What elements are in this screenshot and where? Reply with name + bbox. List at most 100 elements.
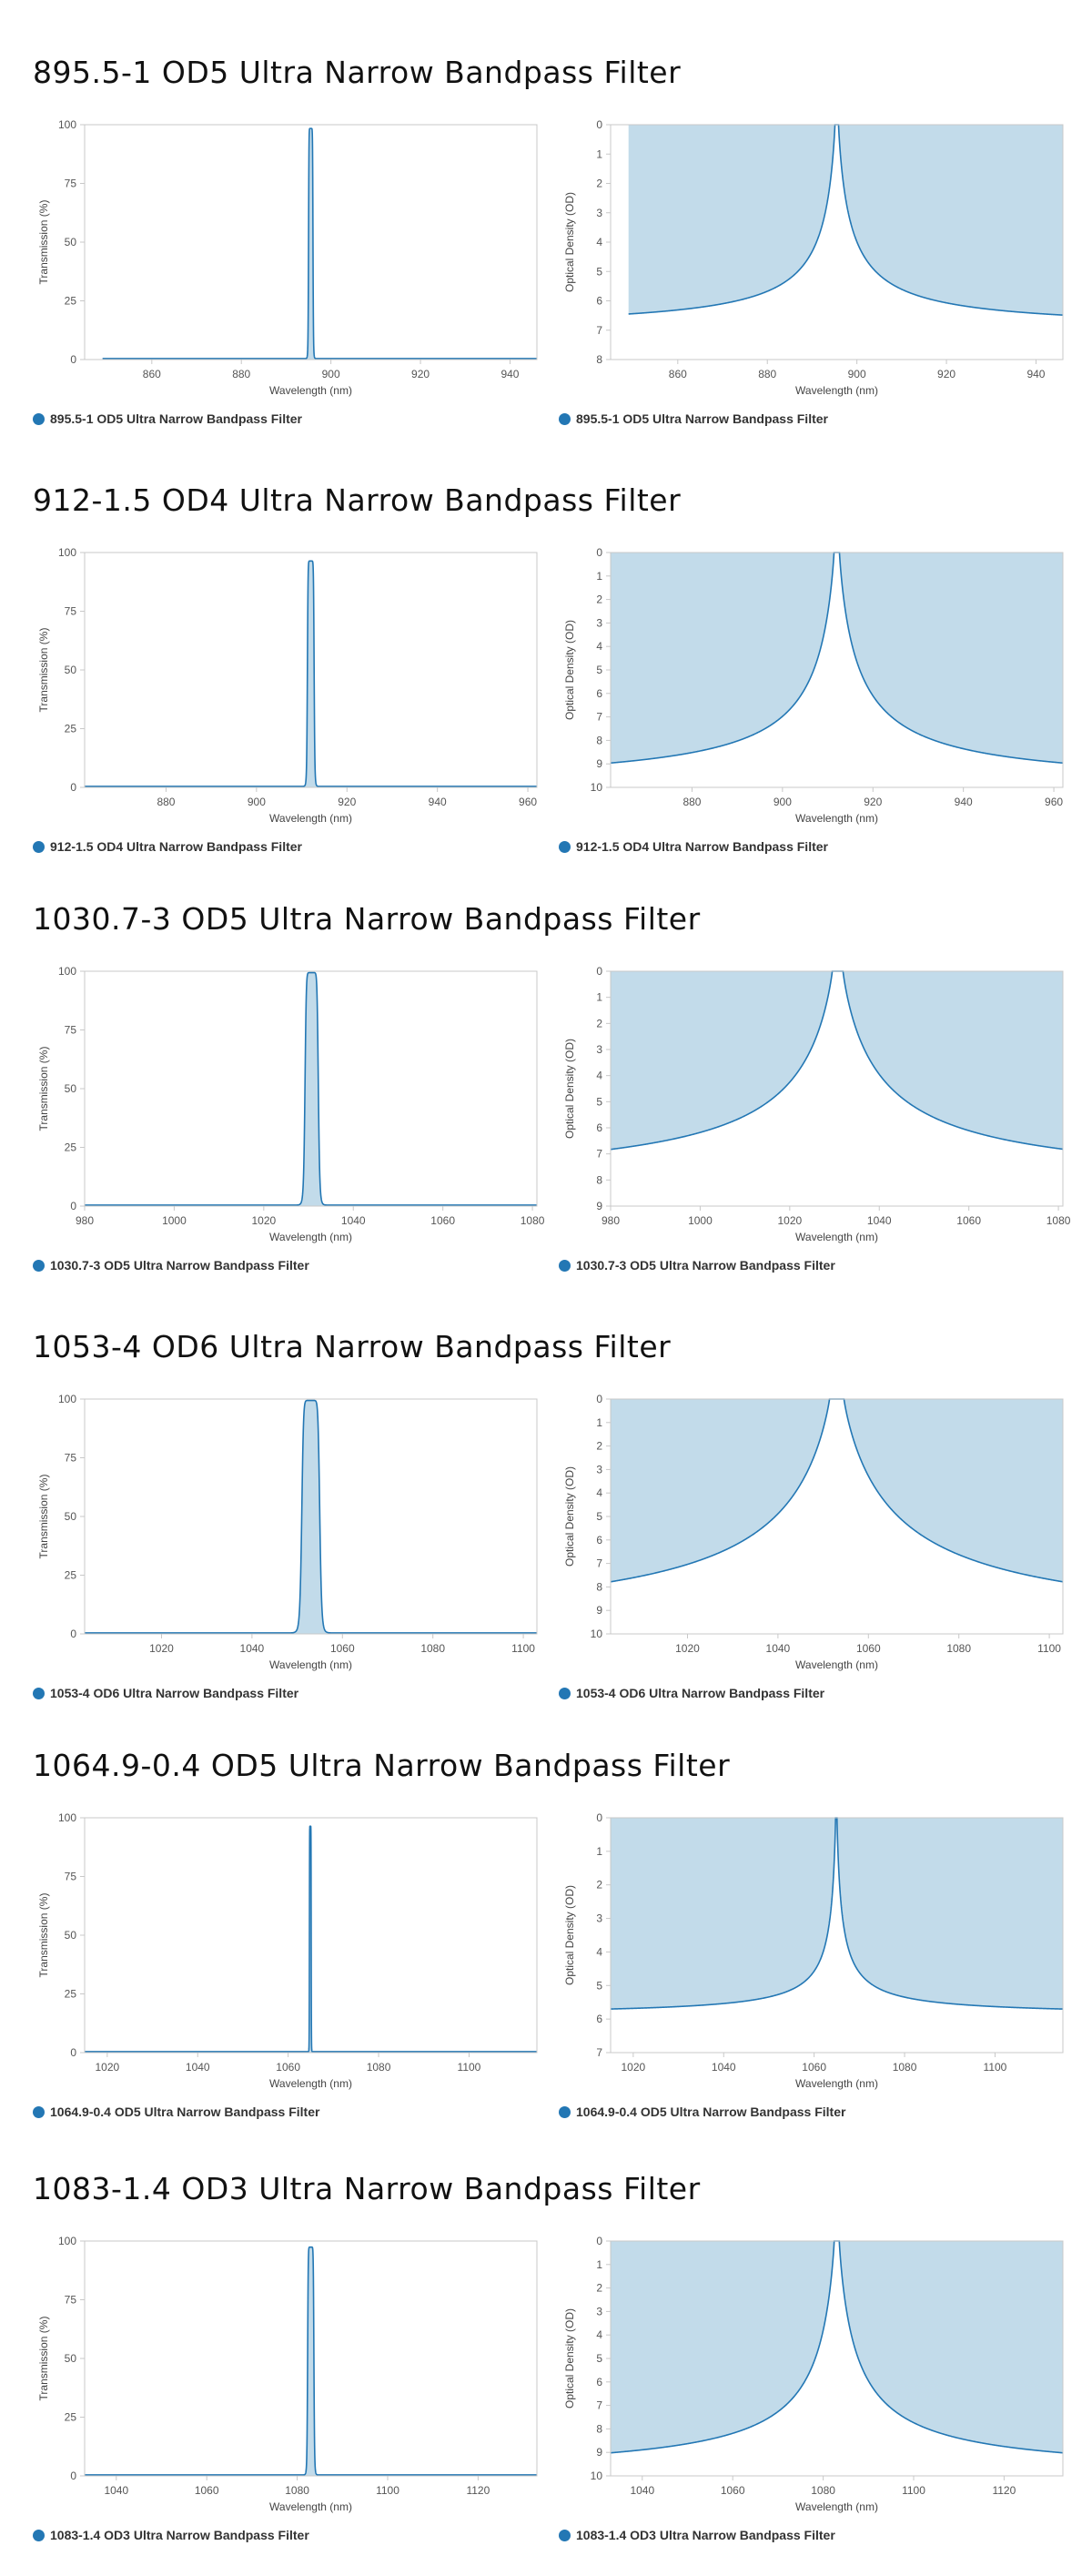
legend[interactable]: 912-1.5 OD4 Ultra Narrow Bandpass Filter bbox=[33, 837, 302, 856]
legend-label: 1083-1.4 OD3 Ultra Narrow Bandpass Filte… bbox=[50, 2528, 309, 2542]
y-tick-label: 3 bbox=[596, 616, 602, 629]
y-tick-label: 50 bbox=[65, 236, 77, 248]
x-tick-label: 980 bbox=[76, 1214, 94, 1227]
legend[interactable]: 1083-1.4 OD3 Ultra Narrow Bandpass Filte… bbox=[559, 2526, 835, 2544]
x-axis-label: Wavelength (nm) bbox=[269, 2077, 352, 2090]
legend[interactable]: 895.5-1 OD5 Ultra Narrow Bandpass Filter bbox=[33, 410, 302, 428]
y-axis-label: Transmission (%) bbox=[37, 2317, 50, 2401]
legend[interactable]: 1064.9-0.4 OD5 Ultra Narrow Bandpass Fil… bbox=[559, 2103, 845, 2121]
y-axis-label: Transmission (%) bbox=[37, 1893, 50, 1978]
x-tick-label: 1020 bbox=[621, 2061, 645, 2074]
y-tick-label: 50 bbox=[65, 1510, 77, 1523]
y-axis-label: Transmission (%) bbox=[37, 1047, 50, 1131]
y-tick-label: 8 bbox=[596, 1173, 602, 1186]
legend-dot-icon bbox=[559, 2529, 571, 2541]
legend-label: 1053-4 OD6 Ultra Narrow Bandpass Filter bbox=[50, 1686, 299, 1700]
legend[interactable]: 1083-1.4 OD3 Ultra Narrow Bandpass Filte… bbox=[33, 2526, 309, 2544]
x-tick-label: 1100 bbox=[458, 2061, 481, 2074]
x-tick-label: 1060 bbox=[430, 1214, 455, 1227]
x-tick-label: 1060 bbox=[721, 2484, 745, 2497]
x-axis-label: Wavelength (nm) bbox=[795, 1658, 878, 1671]
legend[interactable]: 1053-4 OD6 Ultra Narrow Bandpass Filter bbox=[559, 1684, 824, 1702]
y-tick-label: 5 bbox=[596, 1979, 602, 1992]
series-area bbox=[611, 2241, 1063, 2453]
legend-dot-icon bbox=[33, 1687, 45, 1699]
plot-frame bbox=[610, 970, 1064, 1207]
y-axis-label: Optical Density (OD) bbox=[563, 1885, 576, 1985]
series-area bbox=[85, 972, 537, 1206]
legend[interactable]: 912-1.5 OD4 Ultra Narrow Bandpass Filter bbox=[559, 837, 828, 856]
section-title: 895.5-1 OD5 Ultra Narrow Bandpass Filter bbox=[33, 55, 682, 90]
x-axis-label: Wavelength (nm) bbox=[269, 812, 352, 825]
section-title: 1083-1.4 OD3 Ultra Narrow Bandpass Filte… bbox=[33, 2171, 701, 2206]
x-tick-label: 1060 bbox=[856, 1642, 881, 1655]
y-tick-label: 6 bbox=[596, 295, 602, 308]
y-tick-label: 7 bbox=[596, 1148, 602, 1161]
transmission-chart: 1020 1040 1060 1080 1100 0 25 50 75 100 Wavelength… bbox=[27, 1807, 546, 2119]
y-tick-label: 100 bbox=[58, 2235, 76, 2247]
x-tick-label: 1060 bbox=[956, 1214, 981, 1227]
chart-svg: 880 900 920 940 960 0 1 2 3 4 5 6 7 8 9 10 Wavelength (n… bbox=[563, 546, 1064, 825]
x-tick-label: 1020 bbox=[95, 2061, 119, 2074]
x-tick-label: 1120 bbox=[466, 2484, 490, 2497]
y-tick-label: 2 bbox=[596, 593, 602, 606]
optical-density-chart: 880 900 920 940 960 0 1 2 3 4 5 6 7 8 9 10 Wavelength (n… bbox=[553, 542, 1072, 854]
y-tick-label: 7 bbox=[596, 1557, 602, 1570]
x-tick-label: 960 bbox=[519, 796, 537, 808]
optical-density-chart: 1020 1040 1060 1080 1100 0 1 2 3 4 5 6 7 8 9 10 Waveleng… bbox=[553, 1388, 1072, 1700]
y-tick-label: 0 bbox=[70, 2046, 76, 2059]
x-tick-label: 920 bbox=[864, 796, 882, 808]
transmission-chart: 980 1000 1020 1040 1060 1080 0 25 50 75 100 Wavelen… bbox=[27, 960, 546, 1273]
transmission-chart: 880 900 920 940 960 0 25 50 75 100 Wavelength (nm)… bbox=[27, 542, 546, 854]
legend[interactable]: 895.5-1 OD5 Ultra Narrow Bandpass Filter bbox=[559, 410, 828, 428]
x-tick-label: 1080 bbox=[367, 2061, 391, 2074]
y-tick-label: 75 bbox=[65, 2294, 77, 2307]
chart-svg: 860 880 900 920 940 0 25 50 75 100 Wavelength (nm)… bbox=[37, 118, 538, 397]
legend[interactable]: 1053-4 OD6 Ultra Narrow Bandpass Filter bbox=[33, 1684, 298, 1702]
y-tick-label: 4 bbox=[596, 1070, 602, 1082]
y-tick-label: 3 bbox=[596, 1912, 602, 1925]
x-tick-label: 1120 bbox=[992, 2484, 1016, 2497]
legend[interactable]: 1064.9-0.4 OD5 Ultra Narrow Bandpass Fil… bbox=[33, 2103, 319, 2121]
y-axis-label: Optical Density (OD) bbox=[563, 192, 576, 292]
series-area bbox=[611, 1399, 1063, 1582]
legend-dot-icon bbox=[33, 840, 45, 853]
y-tick-label: 6 bbox=[596, 2376, 602, 2388]
y-tick-label: 0 bbox=[596, 2235, 602, 2247]
y-tick-label: 25 bbox=[65, 1988, 77, 2001]
y-tick-label: 9 bbox=[596, 2446, 602, 2459]
x-tick-label: 1040 bbox=[341, 1214, 366, 1227]
y-tick-label: 6 bbox=[596, 2013, 602, 2025]
y-axis-label: Optical Density (OD) bbox=[563, 620, 576, 720]
legend[interactable]: 1030.7-3 OD5 Ultra Narrow Bandpass Filte… bbox=[33, 1256, 309, 1274]
section-title: 912-1.5 OD4 Ultra Narrow Bandpass Filter bbox=[33, 482, 682, 518]
x-tick-label: 1040 bbox=[104, 2484, 128, 2497]
x-tick-label: 1080 bbox=[946, 1642, 971, 1655]
x-tick-label: 940 bbox=[429, 796, 447, 808]
x-axis-label: Wavelength (nm) bbox=[269, 2500, 352, 2513]
y-axis-label: Transmission (%) bbox=[37, 628, 50, 713]
y-tick-label: 5 bbox=[596, 1510, 602, 1523]
y-tick-label: 10 bbox=[591, 2470, 603, 2482]
x-tick-label: 1000 bbox=[162, 1214, 187, 1227]
x-tick-label: 1020 bbox=[149, 1642, 174, 1655]
chart-svg: 860 880 900 920 940 0 1 2 3 4 5 6 7 8 Wavelength (nm) O… bbox=[563, 118, 1064, 397]
x-tick-label: 1040 bbox=[712, 2061, 736, 2074]
y-tick-label: 50 bbox=[65, 1929, 77, 1942]
y-tick-label: 5 bbox=[596, 1095, 602, 1108]
legend-dot-icon bbox=[559, 840, 571, 853]
y-tick-label: 4 bbox=[596, 236, 602, 248]
optical-density-chart: 860 880 900 920 940 0 1 2 3 4 5 6 7 8 Wavelength (nm) O… bbox=[553, 114, 1072, 426]
legend-dot-icon bbox=[33, 1259, 45, 1272]
x-tick-label: 1040 bbox=[186, 2061, 210, 2074]
series-area bbox=[611, 971, 1063, 1150]
x-tick-label: 1100 bbox=[984, 2061, 1007, 2074]
legend-label: 1030.7-3 OD5 Ultra Narrow Bandpass Filte… bbox=[576, 1258, 835, 1273]
y-axis-label: Transmission (%) bbox=[37, 1475, 50, 1559]
series-area bbox=[628, 125, 1063, 316]
y-tick-label: 4 bbox=[596, 640, 602, 653]
chart-svg: 980 1000 1020 1040 1060 1080 0 25 50 75 100 Wavelen… bbox=[37, 965, 545, 1243]
legend-dot-icon bbox=[559, 412, 571, 425]
x-tick-label: 1080 bbox=[285, 2484, 309, 2497]
legend[interactable]: 1030.7-3 OD5 Ultra Narrow Bandpass Filte… bbox=[559, 1256, 835, 1274]
